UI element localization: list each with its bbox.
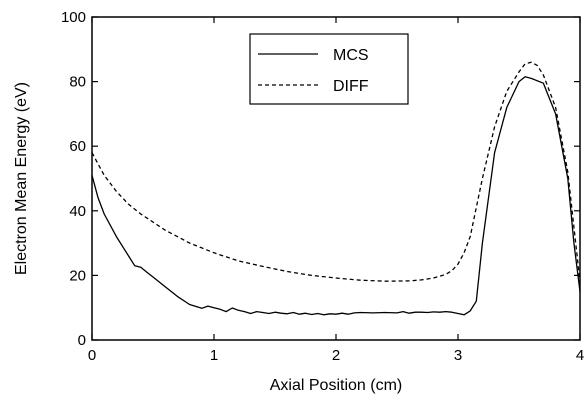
x-tick-label: 2 bbox=[332, 347, 340, 364]
y-tick-label: 100 bbox=[61, 9, 86, 26]
y-axis-title: Electron Mean Energy (eV) bbox=[13, 82, 30, 275]
legend-box bbox=[249, 33, 409, 105]
series-line-diff bbox=[91, 61, 581, 282]
y-tick-label: 80 bbox=[69, 74, 86, 91]
x-axis-title: Axial Position (cm) bbox=[270, 377, 402, 394]
legend-label-mcs: MCS bbox=[333, 47, 369, 64]
y-tick-label: 0 bbox=[78, 332, 86, 349]
x-tick-label: 0 bbox=[88, 347, 96, 364]
y-tick-label: 20 bbox=[69, 267, 86, 284]
x-tick-label: 3 bbox=[454, 347, 462, 364]
legend: MCS DIFF bbox=[249, 33, 409, 105]
x-tick-label: 1 bbox=[210, 347, 218, 364]
x-tick-label: 4 bbox=[576, 347, 584, 364]
legend-label-diff: DIFF bbox=[333, 78, 369, 95]
y-tick-label: 60 bbox=[69, 138, 86, 155]
y-tick-label: 40 bbox=[69, 203, 86, 220]
series-line-mcs bbox=[91, 76, 581, 316]
series-layer bbox=[91, 61, 581, 316]
